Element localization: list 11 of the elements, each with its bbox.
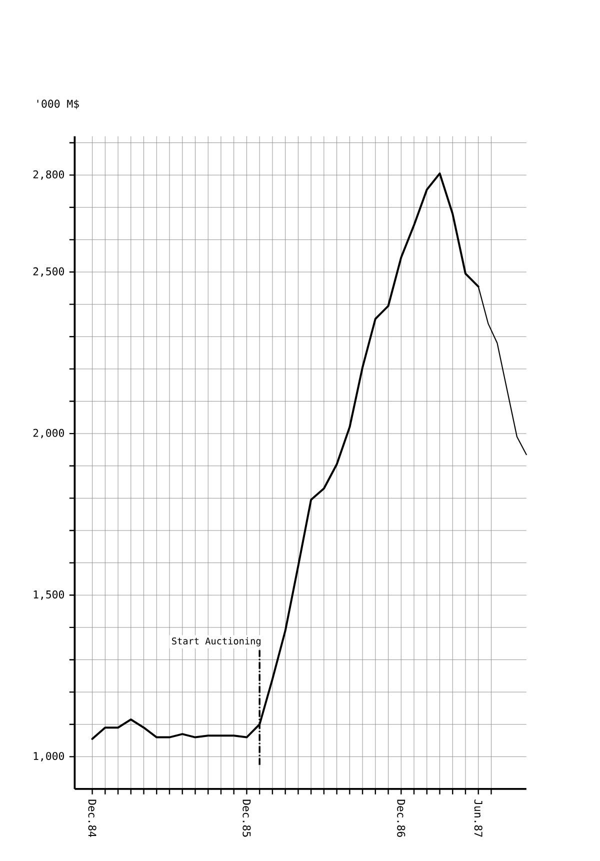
y-tick-label: 1,000 [34,752,64,762]
y-tick-label: 1,500 [34,590,64,600]
ref-line-label: Start Auctioning [172,637,260,646]
x-tick-label: Dec.86 [397,800,406,837]
y-tick-label: 2,500 [33,267,64,277]
x-tick-label: Dec.84 [88,800,96,838]
y-tick-label: 2,000 [33,428,64,438]
y-axis-title: '000 M$ [37,100,79,110]
x-tick-label: Jun.87 [474,800,482,837]
x-tick-label: Dec.85 [242,800,251,837]
y-tick-label: 2,800 [33,170,64,180]
